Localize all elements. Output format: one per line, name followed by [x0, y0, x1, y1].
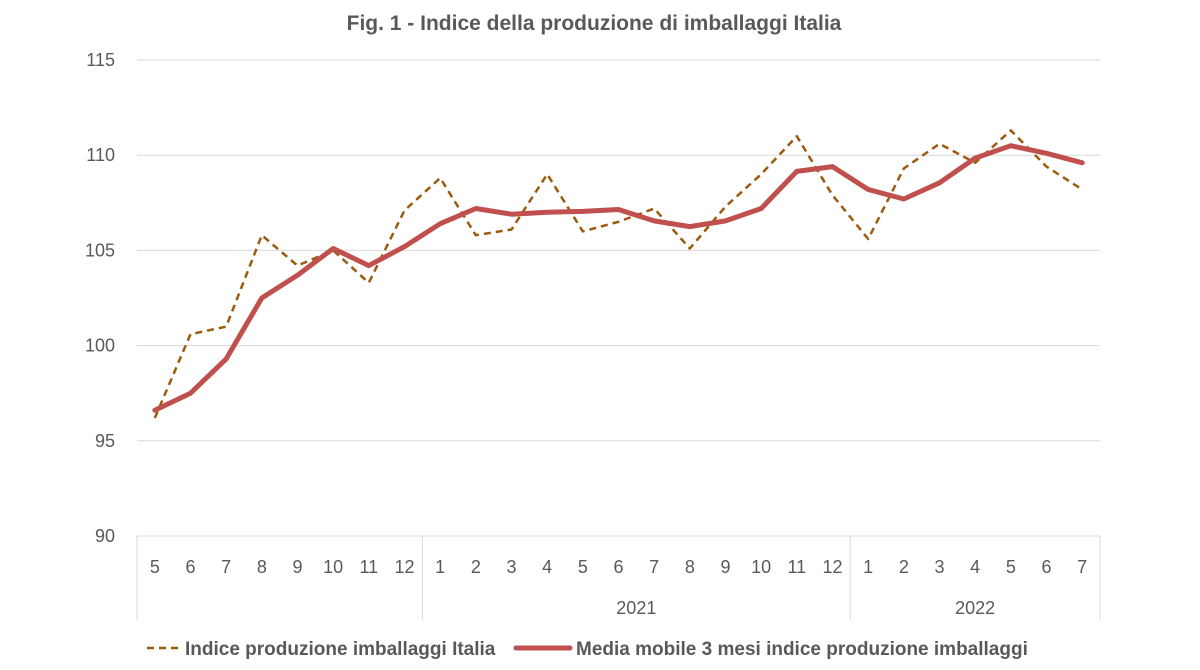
- x-year-label: 2022: [955, 598, 995, 618]
- x-tick-label: 10: [751, 557, 771, 577]
- x-tick-label: 9: [720, 557, 730, 577]
- x-tick-label: 12: [822, 557, 842, 577]
- x-tick-label: 7: [1077, 557, 1087, 577]
- gridlines: [137, 59, 1100, 442]
- legend-label: Media mobile 3 mesi indice produzione im…: [576, 639, 1028, 660]
- legend-label: Indice produzione imballaggi Italia: [185, 639, 496, 660]
- y-tick-label: 115: [86, 50, 115, 70]
- x-tick-label: 5: [1006, 557, 1016, 577]
- x-tick-label: 5: [578, 557, 588, 577]
- y-tick-label: 95: [95, 431, 115, 451]
- x-tick-label: 1: [435, 557, 445, 577]
- x-tick-label: 4: [542, 557, 552, 577]
- y-axis: 90 95 100 105 110 115: [85, 50, 115, 546]
- x-tick-label: 12: [394, 557, 414, 577]
- x-tick-label: 9: [292, 557, 302, 577]
- series-line-indice: [153, 129, 1083, 419]
- x-tick-label: 11: [787, 557, 806, 577]
- x-tick-label: 2: [899, 557, 909, 577]
- x-tick-label: 8: [257, 557, 267, 577]
- chart-title: Fig. 1 - Indice della produzione di imba…: [347, 12, 842, 35]
- x-tick-label: 3: [506, 557, 516, 577]
- y-tick-label: 105: [85, 240, 115, 260]
- x-tick-label: 4: [970, 557, 980, 577]
- legend: Indice produzione imballaggi Italia Media…: [147, 639, 1028, 660]
- x-tick-label: 2: [471, 557, 481, 577]
- y-tick-label: 110: [86, 145, 115, 165]
- series-lines: [152, 129, 1085, 419]
- x-tick-label: 8: [685, 557, 695, 577]
- x-year-label: 2021: [616, 598, 656, 618]
- x-tick-label: 6: [1041, 557, 1051, 577]
- x-tick-label: 5: [150, 557, 160, 577]
- x-tick-label: 7: [649, 557, 659, 577]
- y-tick-label: 90: [95, 526, 115, 546]
- x-tick-label: 6: [185, 557, 195, 577]
- x-tick-label: 3: [934, 557, 944, 577]
- x-tick-label: 6: [613, 557, 623, 577]
- x-tick-label: 11: [359, 557, 378, 577]
- y-tick-label: 100: [85, 336, 115, 356]
- x-tick-label: 7: [221, 557, 231, 577]
- x-tick-label: 1: [863, 557, 873, 577]
- series-line-media-mobile: [152, 143, 1085, 413]
- x-tick-label: 10: [323, 557, 343, 577]
